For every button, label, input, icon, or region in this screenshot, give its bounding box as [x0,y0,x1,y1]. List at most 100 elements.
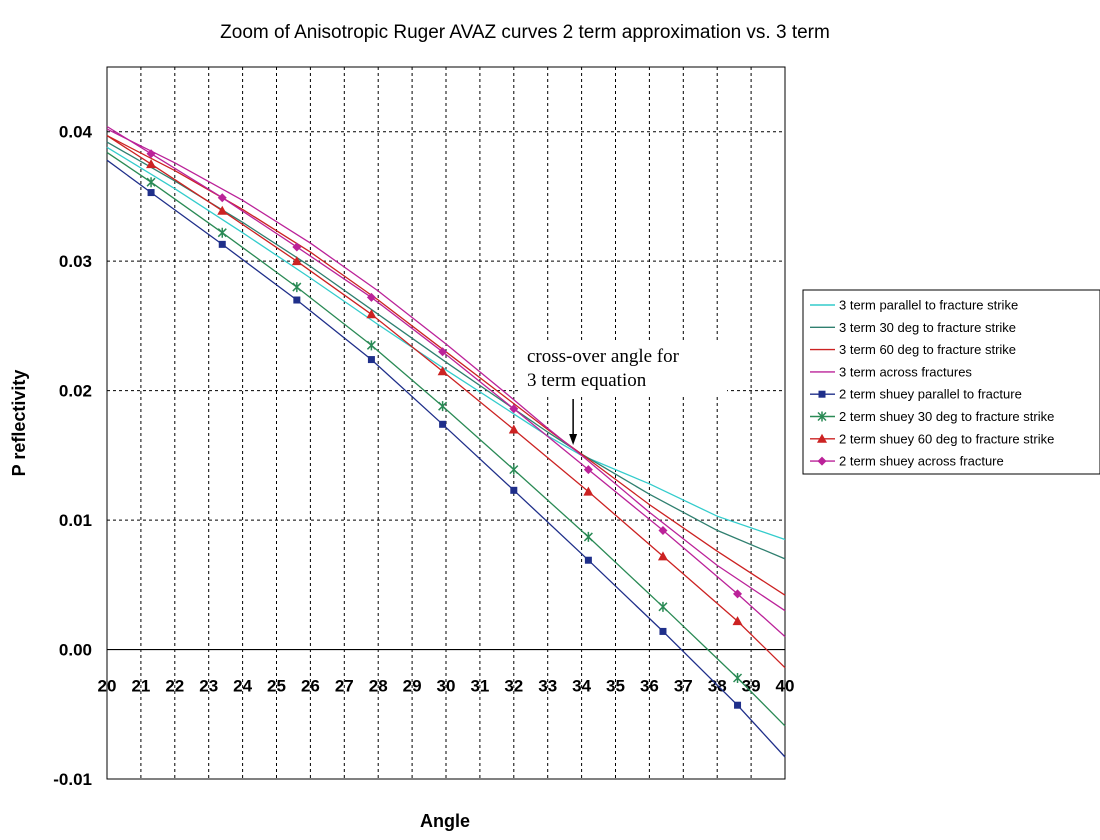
data-point-marker [291,256,302,266]
data-point-marker [146,177,156,188]
series-line [106,128,786,612]
x-tick-label: 27 [335,677,354,696]
x-tick-label: 26 [301,677,320,696]
x-axis-label: Angle [420,811,470,831]
crossover-annotation: cross-over angle for 3 term equation [519,342,727,446]
annotation-background [519,342,727,394]
data-point-marker [732,616,743,626]
data-point-marker [583,486,594,496]
y-axis-ticks: 0.04 0.03 0.02 0.01 0.00 -0.01 [53,123,92,789]
x-tick-label: 40 [776,677,795,696]
x-tick-label: 25 [267,677,286,696]
data-point-marker [818,390,826,398]
data-point-marker [438,347,448,357]
data-point-marker [146,149,156,159]
legend-item: 3 term 30 deg to fracture strike [810,320,1016,335]
legend-label: 3 term 30 deg to fracture strike [839,320,1016,335]
annotation-arrow-head [569,434,578,446]
data-point-marker [366,292,376,302]
y-tick-label: 0.02 [59,382,92,401]
data-point-marker [366,309,377,319]
data-point-marker [217,227,227,238]
data-point-marker [508,424,519,434]
legend-item: 2 term shuey 30 deg to fracture strike [810,409,1054,424]
series-line [106,141,786,560]
data-point-marker [367,356,375,364]
plot-frame [106,66,786,780]
data-point-marker [218,240,226,248]
legend-label: 2 term shuey 60 deg to fracture strike [839,431,1054,446]
x-tick-label: 31 [470,677,489,696]
data-point-marker [657,551,668,561]
x-tick-label: 34 [572,677,591,696]
series-line [106,135,786,669]
legend-label: 3 term across fractures [839,364,972,379]
data-point-marker [292,242,302,252]
data-point-marker [366,340,376,351]
x-tick-label: 32 [504,677,523,696]
legend-label: 3 term parallel to fracture strike [839,298,1018,313]
data-point-marker [817,456,827,466]
legend-label: 2 term shuey 30 deg to fracture strike [839,409,1054,424]
data-point-marker [439,420,447,428]
x-tick-label: 39 [742,677,761,696]
x-tick-label: 37 [674,677,693,696]
series-markers [146,149,743,709]
annotation-text: cross-over angle for [527,346,680,367]
y-tick-label: 0.01 [59,511,92,530]
chart-title: Zoom of Anisotropic Ruger AVAZ curves 2 … [220,22,830,43]
data-point-marker [817,433,827,443]
data-point-marker [584,556,592,564]
y-tick-label: 0.00 [59,641,92,660]
data-point-marker [658,601,668,612]
legend-label: 2 term shuey across fracture [839,454,1004,469]
legend-label: 3 term 60 deg to fracture strike [839,342,1016,357]
data-point-marker [147,189,155,197]
legend-item: 3 term parallel to fracture strike [810,298,1018,313]
data-point-marker [293,296,301,304]
data-point-marker [658,525,668,535]
data-point-marker [217,205,228,215]
data-point-marker [734,701,742,709]
data-point-marker [509,404,519,414]
data-point-marker [817,411,827,422]
x-tick-label: 29 [403,677,422,696]
x-tick-label: 24 [233,677,252,696]
x-tick-label: 22 [165,677,184,696]
legend-item: 3 term across fractures [810,364,972,379]
data-point-marker [659,627,667,635]
data-point-marker [583,531,593,542]
x-tick-label: 36 [640,677,659,696]
legend-item: 3 term 60 deg to fracture strike [810,342,1016,357]
legend-item: 2 term shuey 60 deg to fracture strike [810,431,1054,446]
series-line [106,146,786,541]
data-point-marker [438,401,448,412]
annotation-text: 3 term equation [527,370,647,391]
x-tick-label: 23 [199,677,218,696]
x-tick-label: 20 [98,677,117,696]
data-point-marker [733,589,743,599]
legend-box [802,289,1100,475]
legend-item: 2 term shuey parallel to fracture [810,387,1022,402]
data-point-marker [292,282,302,293]
data-point-marker [509,464,519,475]
x-tick-label: 28 [369,677,388,696]
legend-item: 2 term shuey across fracture [810,454,1004,469]
data-point-marker [733,673,743,684]
data-point-marker [510,486,518,494]
x-tick-label: 35 [606,677,625,696]
y-tick-label: 0.03 [59,252,92,271]
legend: 3 term parallel to fracture strike 3 term… [802,289,1100,475]
data-point-marker [583,465,593,475]
data-point-marker [437,366,448,376]
x-tick-label: 33 [538,677,557,696]
data-point-marker [146,159,157,169]
data-point-marker [217,193,227,203]
y-tick-label: -0.01 [53,770,92,789]
y-axis-label: P reflectivity [9,370,29,477]
y-tick-label: 0.04 [59,123,93,142]
x-tick-label: 21 [131,677,150,696]
x-tick-label: 30 [437,677,456,696]
x-axis-ticks: 20 21 22 23 24 25 26 27 28 29 30 31 32 33 34 35 36 37 38 39… [98,677,795,696]
